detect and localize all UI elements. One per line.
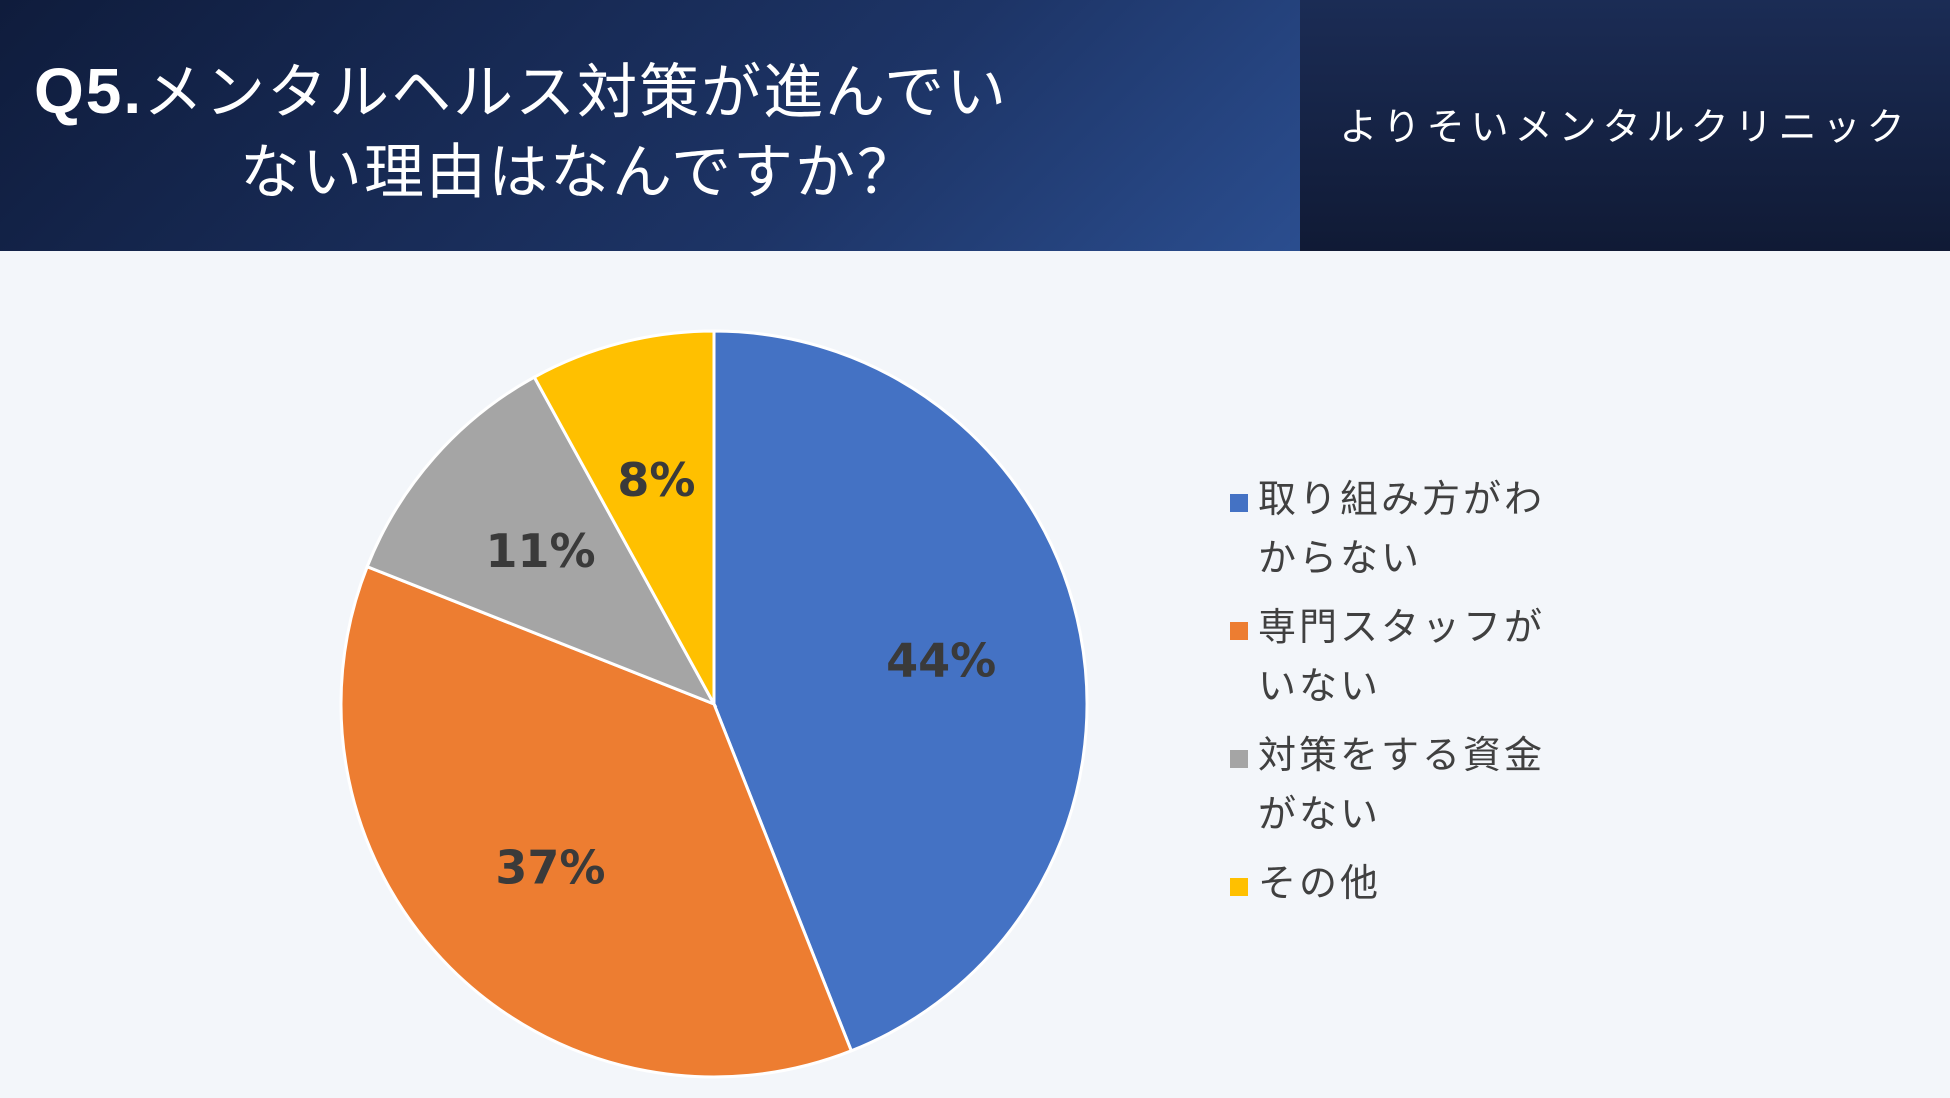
chart-legend: 取り組み方がわからない 専門スタッフがいない 対策をする資金がないその他 <box>1230 470 1570 923</box>
legend-label: 取り組み方がわからない <box>1258 477 1546 580</box>
data-label-4: 8% <box>617 453 695 507</box>
legend-swatch <box>1230 750 1248 768</box>
pie-slice-4 <box>532 329 716 705</box>
legend-label: 対策をする資金がない <box>1258 733 1546 836</box>
pie-slice-1 <box>712 329 1089 1053</box>
legend-swatch <box>1230 622 1248 640</box>
header-banner: Q5.メンタルヘルス対策が進んでい ない理由はなんですか？ よりそいメンタルクリ… <box>0 0 1950 251</box>
pie-slice-3 <box>365 375 718 707</box>
legend-swatch <box>1230 494 1248 512</box>
pie-data-labels: 44% 37% 11% 8% <box>485 453 996 895</box>
legend-item: 取り組み方がわからない <box>1230 470 1570 588</box>
pie-chart: 44% 37% 11% 8% <box>339 329 1089 1079</box>
question-number: Q5. <box>34 55 144 127</box>
data-label-2: 37% <box>495 841 605 895</box>
pie-slices <box>339 329 1089 1079</box>
page-title-line2: ない理由はなんですか？ <box>240 138 919 208</box>
data-label-1: 44% <box>886 634 996 688</box>
legend-item: 対策をする資金がない <box>1230 726 1570 844</box>
data-label-3: 11% <box>485 524 595 578</box>
legend-swatch <box>1230 878 1248 896</box>
legend-item: 専門スタッフがいない <box>1230 598 1570 716</box>
pie-slice-2 <box>339 564 854 1079</box>
title-text-line1: メンタルヘルス対策が進んでい <box>143 58 1009 128</box>
legend-item: その他 <box>1230 854 1570 913</box>
page-title-line1: Q5.メンタルヘルス対策が進んでい <box>34 44 1008 131</box>
organization-name: よりそいメンタルクリニック <box>1339 105 1911 149</box>
legend-label: その他 <box>1258 861 1382 905</box>
legend-label: 専門スタッフがいない <box>1258 605 1546 708</box>
organization-panel <box>1300 0 1950 251</box>
